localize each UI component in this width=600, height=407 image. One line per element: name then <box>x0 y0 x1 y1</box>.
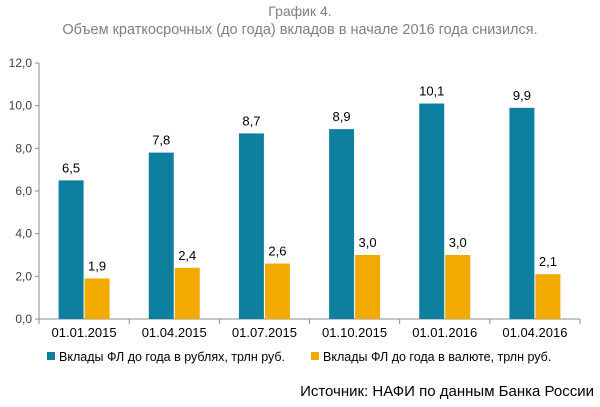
data-label: 3,0 <box>359 235 377 250</box>
bar-rub <box>329 129 355 319</box>
x-tick-label: 01.01.2015 <box>52 325 117 340</box>
y-tick-label: 10,0 <box>9 99 33 113</box>
bar-fx <box>535 274 561 319</box>
data-label: 8,7 <box>242 113 260 128</box>
bar-rub <box>419 103 445 320</box>
bar-fx <box>84 278 110 319</box>
bar-rub <box>238 133 264 319</box>
bar-rub <box>58 180 84 319</box>
chart-title-block: График 4. Объем краткосрочных (до года) … <box>0 2 600 40</box>
x-tick-label: 01.04.2015 <box>142 325 207 340</box>
data-label: 8,9 <box>333 109 351 124</box>
bar-fx <box>264 263 290 319</box>
y-tick-label: 8,0 <box>15 141 32 155</box>
x-tick-label: 01.04.2016 <box>502 325 567 340</box>
legend-swatch-rub <box>47 352 55 360</box>
bar-fx <box>174 267 200 319</box>
data-label: 2,6 <box>268 244 286 259</box>
x-tick-label: 01.07.2015 <box>232 325 297 340</box>
y-tick-label: 0,0 <box>15 312 32 326</box>
data-label: 3,0 <box>449 235 467 250</box>
bar-fx <box>445 255 471 319</box>
y-tick-label: 12,0 <box>9 56 33 70</box>
legend-label-fx: Вклады ФЛ до года в валюте, трлн руб. <box>323 350 551 364</box>
data-label: 6,5 <box>62 160 80 175</box>
chart-title: График 4. <box>268 3 332 19</box>
y-tick-label: 6,0 <box>15 184 32 198</box>
data-label: 9,9 <box>513 88 531 103</box>
data-label: 2,4 <box>178 248 196 263</box>
source-note: Источник: НАФИ по данным Банка России <box>300 383 594 400</box>
y-tick-label: 2,0 <box>15 269 32 283</box>
data-label: 1,9 <box>88 258 106 273</box>
data-label: 10,1 <box>419 84 444 99</box>
bar-rub <box>509 107 535 319</box>
x-tick-label: 01.10.2015 <box>322 325 387 340</box>
chart-subtitle: Объем краткосрочных (до года) вкладов в … <box>62 22 538 38</box>
y-tick-label: 4,0 <box>15 227 32 241</box>
bar-fx <box>355 255 381 319</box>
x-tick-label: 01.01.2016 <box>412 325 477 340</box>
legend-swatch-fx <box>311 352 319 360</box>
legend-label-rub: Вклады ФЛ до года в рублях, трлн руб. <box>59 350 285 364</box>
bar-rub <box>148 152 174 319</box>
data-label: 7,8 <box>152 133 170 148</box>
data-label: 2,1 <box>539 254 557 269</box>
